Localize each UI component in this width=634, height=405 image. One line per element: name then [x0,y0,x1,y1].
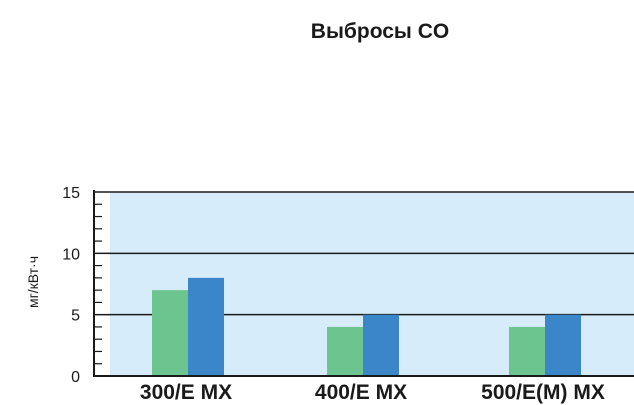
y-tick-labels: 0 5 10 15 [62,185,80,386]
y-tick-label-10: 10 [62,246,80,263]
y-tick-label-5: 5 [71,308,80,325]
y-axis-label: мг/кВт·ч [25,256,41,308]
x-tick-label-1: 300/E MX [140,381,232,404]
y-tick-label-15: 15 [62,185,80,202]
x-tick-label-3: 500/E(M) MX [481,381,605,404]
bar-3-series-1 [509,326,545,376]
bar-2-series-1 [327,326,363,376]
bar-1-series-1 [152,290,188,376]
axes [93,190,634,377]
y-tick-label-0: 0 [71,369,80,386]
bar-1-series-2 [188,277,224,376]
bar-2-series-2 [363,314,399,376]
x-tick-labels: 300/E MX 400/E MX 500/E(M) MX [140,381,605,404]
x-tick-label-2: 400/E MX [315,381,407,404]
chart-title: Выбросы CO [311,20,449,43]
bar-3-series-2 [545,314,581,376]
bars [152,277,581,376]
